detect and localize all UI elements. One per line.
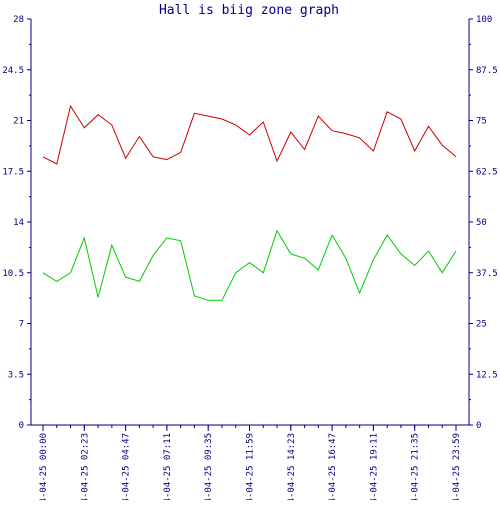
right-tick-label: 100 — [476, 15, 492, 25]
left-tick-label: 7 — [19, 320, 24, 330]
right-tick-label: 87.5 — [476, 66, 498, 76]
right-y-axis: 0 12.5 25 37.5 50 62.5 75 87.5 100 — [469, 15, 498, 431]
right-tick-label: 50 — [476, 218, 487, 228]
right-tick-label: 37.5 — [476, 269, 498, 279]
series-layer — [42, 104, 457, 301]
left-tick-label: 28 — [13, 15, 24, 25]
right-tick-label: 12.5 — [476, 370, 498, 380]
left-tick-label: 3.5 — [8, 370, 24, 380]
x-tick-label: 14-04-25 11:59 — [246, 433, 256, 500]
series-line-red — [42, 104, 457, 165]
x-tick-label: 14-04-25 14:23 — [287, 433, 297, 500]
x-tick-label: 14-04-25 02:23 — [80, 433, 90, 500]
right-tick-label: 75 — [476, 117, 487, 127]
x-tick-label: 14-04-25 00:00 — [39, 433, 49, 500]
x-tick-label: 14-04-25 09:35 — [204, 433, 214, 500]
left-tick-label: 17.5 — [2, 167, 24, 177]
chart-title: Hall is biig zone graph — [159, 3, 339, 18]
right-tick-label: 62.5 — [476, 167, 498, 177]
x-axis: 14-04-25 00:00 14-04-25 02:23 14-04-25 04:… — [39, 425, 462, 505]
left-tick-label: 21 — [13, 117, 24, 127]
series-line-green — [42, 229, 457, 301]
left-y-axis: 0 3.5 7 10.5 14 17.5 21 24.5 28 — [2, 15, 31, 431]
plot-frame — [30, 19, 470, 426]
x-tick-label: 14-04-25 07:11 — [163, 433, 173, 500]
x-tick-label: 14-04-25 04:47 — [122, 433, 132, 500]
right-tick-label: 25 — [476, 320, 487, 330]
x-tick-label: 14-04-25 16:47 — [328, 433, 338, 500]
left-tick-label: 24.5 — [2, 66, 24, 76]
left-tick-label: 14 — [13, 218, 24, 228]
x-tick-label: 14-04-25 23:59 — [452, 433, 462, 500]
x-tick-label: 14-04-25 21:35 — [411, 433, 421, 500]
x-tick-label: 14-04-25 19:11 — [369, 433, 379, 500]
right-tick-label: 0 — [476, 421, 481, 431]
left-tick-label: 10.5 — [2, 269, 24, 279]
left-tick-label: 0 — [19, 421, 24, 431]
